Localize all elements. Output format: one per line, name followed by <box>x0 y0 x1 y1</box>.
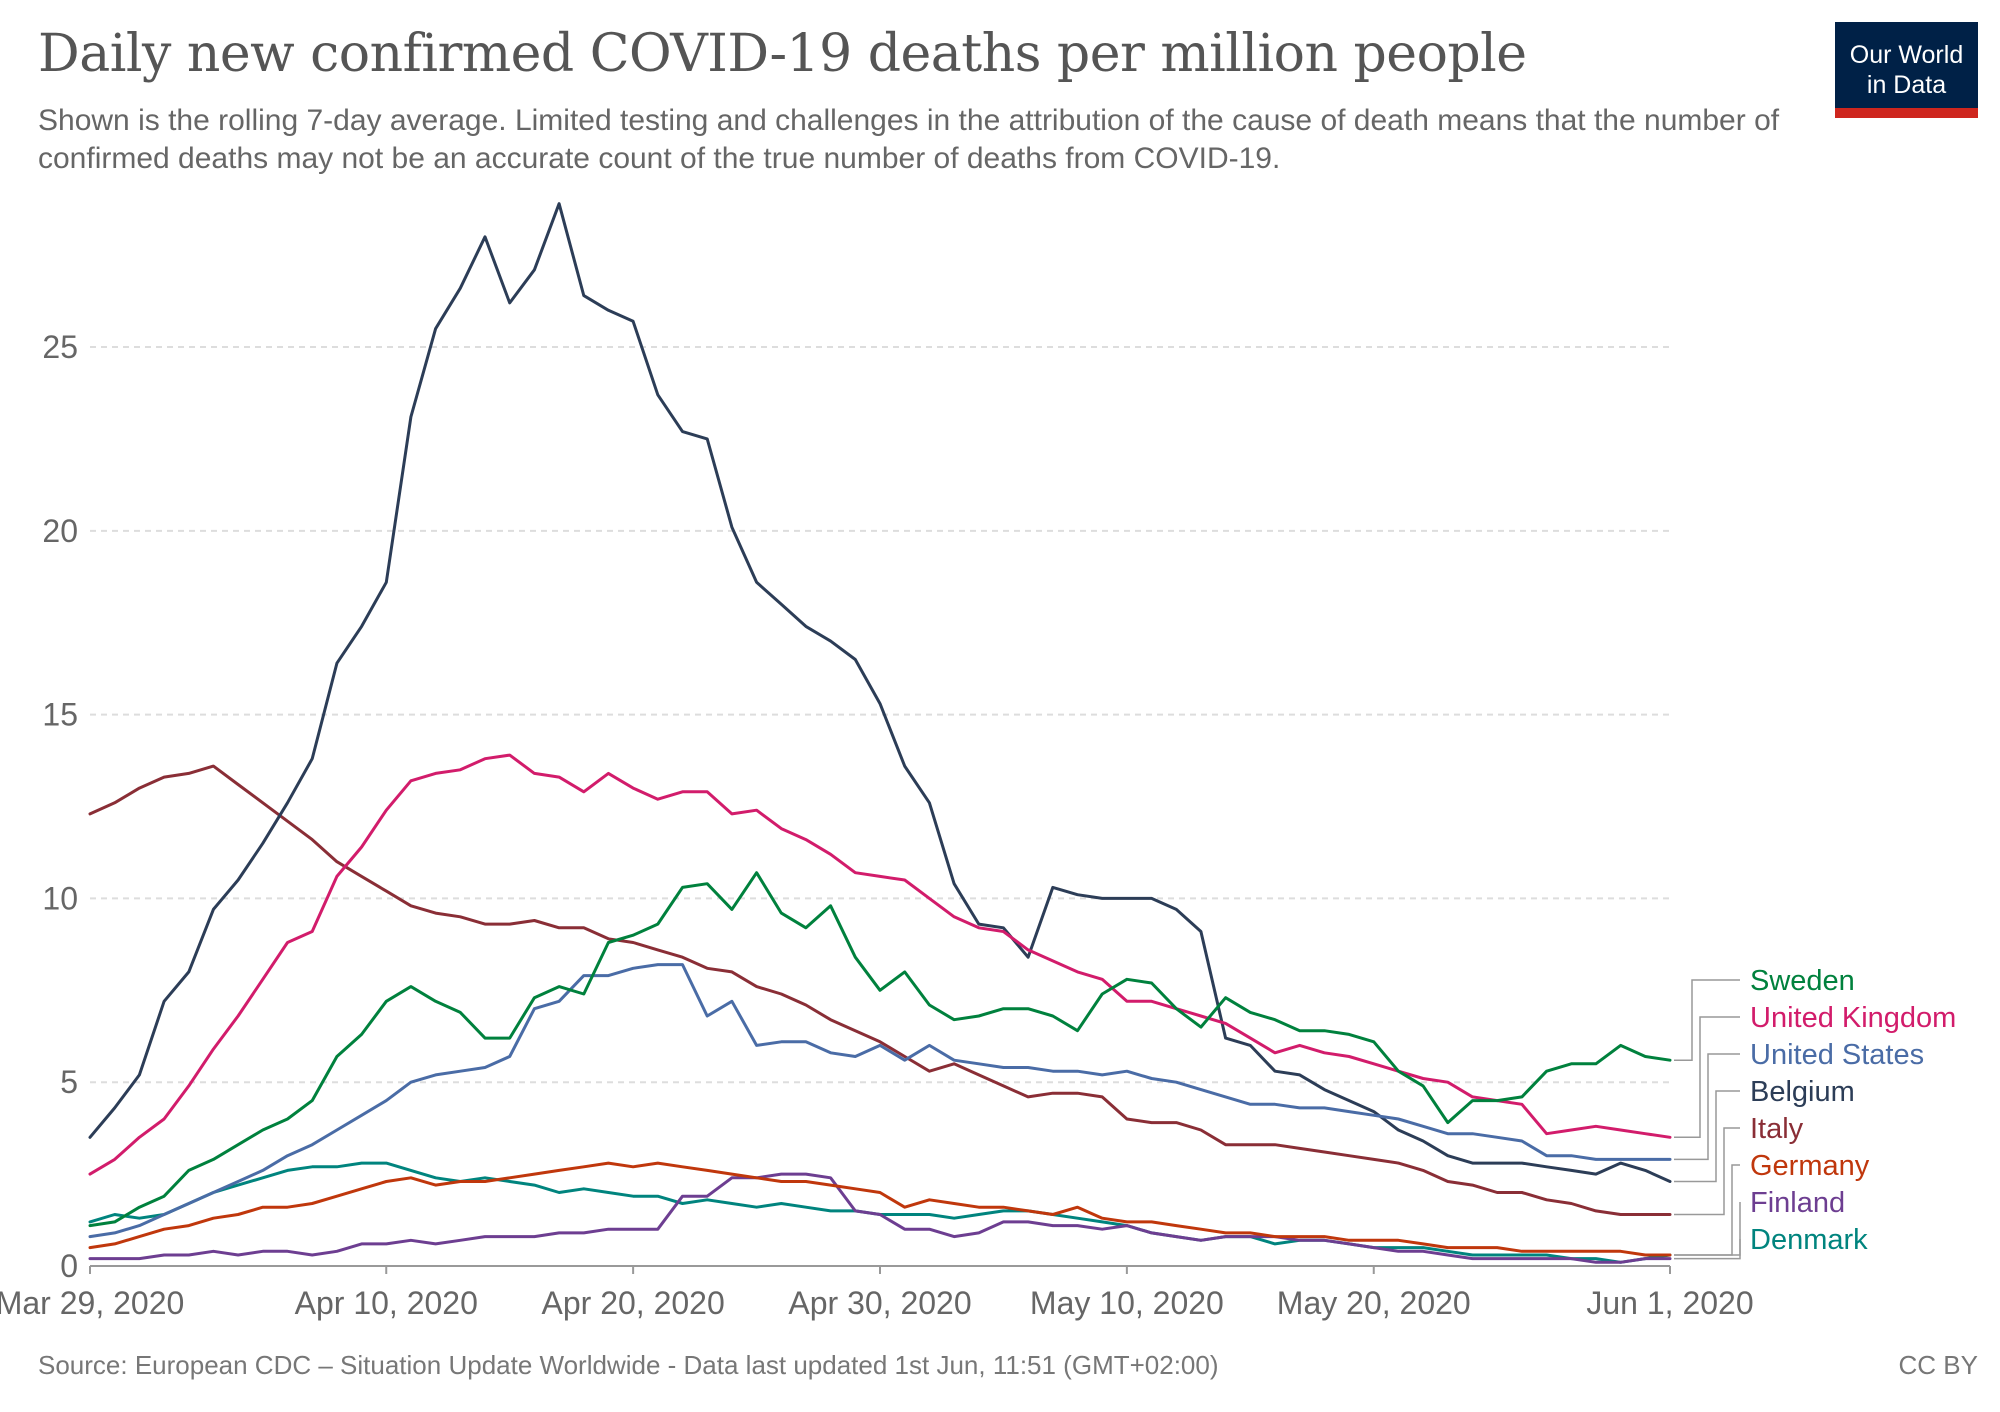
legend-connector <box>1674 1053 1740 1161</box>
legend-connector <box>1674 1016 1740 1139</box>
legend-label-denmark: Denmark <box>1750 1224 1868 1256</box>
chart-title: Daily new confirmed COVID-19 deaths per … <box>38 24 1527 84</box>
series-line-sweden <box>88 871 1672 1228</box>
legend-label-sweden: Sweden <box>1750 965 1855 997</box>
legend-label-united-states: United States <box>1750 1039 1924 1071</box>
legend-label-germany: Germany <box>1750 1150 1870 1182</box>
legend-connector <box>1674 979 1740 1061</box>
x-tick-label: Apr 10, 2020 <box>295 1285 478 1321</box>
owid-logo[interactable]: Our World in Data <box>1835 22 1978 118</box>
series-line-belgium <box>88 202 1672 1183</box>
chart-subtitle: Shown is the rolling 7-day average. Limi… <box>38 104 1780 175</box>
series-line-germany <box>88 1161 1672 1257</box>
legend: Sweden United Kingdom United States Belgium… <box>1674 965 1956 1260</box>
x-tick-label: Apr 30, 2020 <box>788 1285 971 1321</box>
x-tick-label: May 10, 2020 <box>1030 1285 1224 1321</box>
y-axis: 0 5 10 15 20 25 <box>42 329 78 1284</box>
x-axis: Mar 29, 2020 Apr 10, 2020 Apr 20, 2020 Apr … <box>0 1265 1754 1321</box>
source-note: Source: European CDC – Situation Update … <box>38 1350 1219 1380</box>
series-line-united-kingdom <box>88 753 1672 1176</box>
y-tick-label: 15 <box>42 697 78 733</box>
y-tick-label: 5 <box>60 1064 78 1100</box>
legend-label-belgium: Belgium <box>1750 1076 1855 1108</box>
y-tick-label: 0 <box>60 1248 78 1284</box>
series-lines <box>88 202 1672 1264</box>
y-tick-label: 20 <box>42 513 78 549</box>
series-line-united-states <box>88 963 1672 1239</box>
legend-connector <box>1674 1164 1740 1256</box>
logo-line-2: in Data <box>1866 71 1947 99</box>
x-tick-label: Mar 29, 2020 <box>0 1285 184 1321</box>
x-tick-label: Apr 20, 2020 <box>542 1285 725 1321</box>
x-tick-label: Jun 1, 2020 <box>1586 1285 1753 1321</box>
x-tick-label: May 20, 2020 <box>1277 1285 1471 1321</box>
gridlines <box>90 346 1670 1084</box>
logo-line-1: Our World <box>1849 41 1964 69</box>
legend-connector <box>1674 1202 1741 1260</box>
legend-connector <box>1674 1090 1740 1183</box>
legend-label-finland: Finland <box>1750 1187 1845 1219</box>
legend-connector <box>1674 1239 1741 1256</box>
y-tick-label: 10 <box>42 880 78 916</box>
y-tick-label: 25 <box>42 329 78 365</box>
series-line-italy <box>88 764 1672 1216</box>
legend-label-united-kingdom: United Kingdom <box>1750 1002 1956 1034</box>
series-line-denmark <box>88 1161 1672 1264</box>
series-line-finland <box>88 1172 1672 1264</box>
license-link[interactable]: CC BY <box>1898 1350 1978 1380</box>
legend-label-italy: Italy <box>1750 1113 1804 1145</box>
legend-connector <box>1674 1127 1740 1216</box>
